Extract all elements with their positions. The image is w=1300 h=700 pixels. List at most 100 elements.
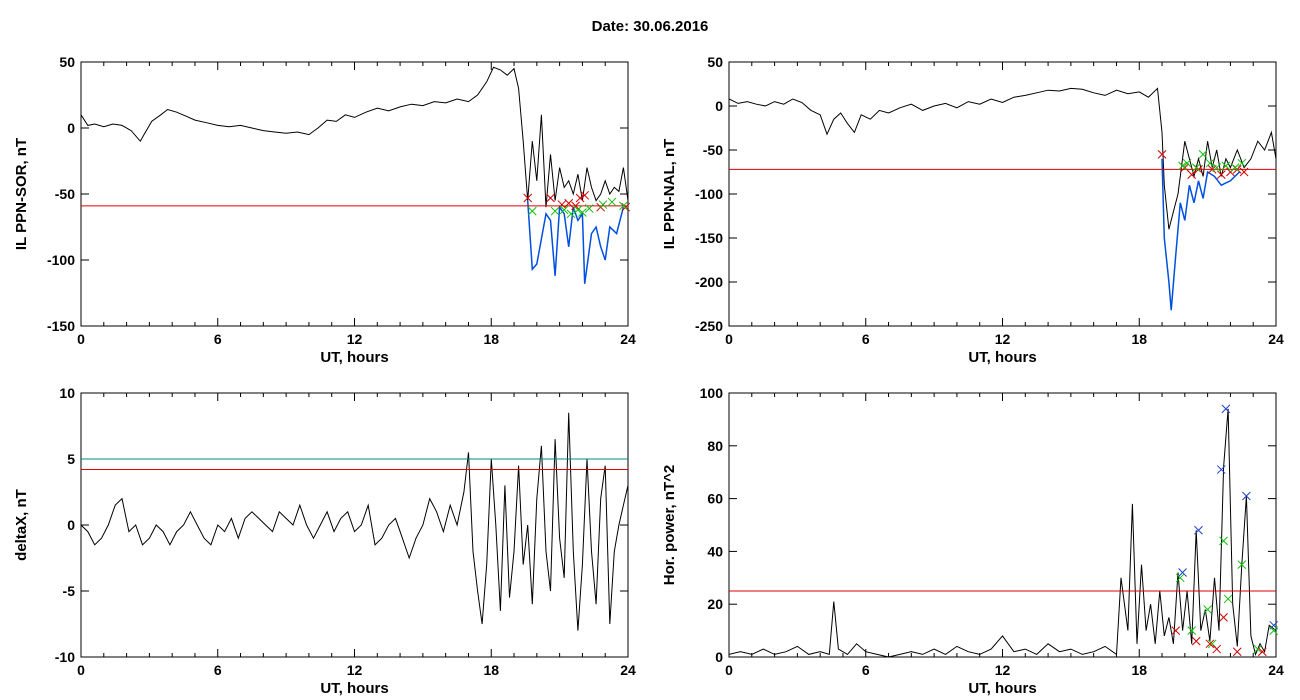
y-tick-label: -10 — [55, 649, 75, 665]
x-axis-label: UT, hours — [320, 349, 388, 366]
plot-panel-1: 0 6 12 18 24 -150 -100 -50 0 50 UT, hours IL PPN-SO… — [13, 54, 636, 366]
marker-green — [598, 200, 608, 209]
marker-green — [566, 209, 576, 219]
plot-frame — [80, 61, 629, 327]
y-tick-label: 60 — [707, 491, 723, 507]
marker-red — [1216, 170, 1226, 179]
marker-red — [1205, 639, 1215, 649]
marker-red — [1232, 647, 1242, 657]
y-axis-label: IL PPN-NAL, nT — [661, 139, 678, 250]
y-tick-label: 50 — [707, 54, 723, 70]
marker-green — [1191, 163, 1201, 172]
y-axis-label: IL PPN-SOR, nT — [13, 138, 30, 250]
marker-green — [1203, 605, 1212, 614]
series-line-black — [81, 412, 628, 631]
marker-blue — [1242, 491, 1251, 501]
marker-green — [1178, 161, 1187, 171]
plot-panel-3: 0 6 12 18 24 -10 -5 0 5 10 UT, hours deltaX, nT — [13, 385, 636, 697]
plot-frame — [80, 392, 629, 658]
marker-green — [1221, 161, 1231, 171]
marker-green — [1253, 644, 1263, 654]
marker-red — [580, 190, 590, 200]
x-tick-label: 24 — [620, 331, 636, 347]
marker-green — [1230, 163, 1240, 172]
marker-green — [1175, 573, 1185, 583]
marker-red — [1157, 150, 1167, 159]
marker-blue — [1221, 404, 1231, 414]
y-tick-label: 0 — [715, 98, 723, 114]
marker-green — [1207, 639, 1217, 649]
x-tick-label: 6 — [862, 662, 870, 678]
series-line-black — [729, 408, 1276, 657]
x-tick-label: 24 — [1268, 331, 1284, 347]
x-tick-label: 6 — [214, 331, 222, 347]
y-tick-label: -100 — [695, 186, 723, 202]
y-tick-label: 0 — [67, 120, 75, 136]
marker-red — [1187, 170, 1197, 179]
marker-green — [1237, 158, 1247, 168]
x-tick-label: 12 — [347, 662, 363, 678]
marker-green — [1205, 158, 1215, 168]
x-tick-label: 12 — [995, 662, 1011, 678]
marker-red — [546, 193, 555, 203]
y-tick-label: -100 — [47, 252, 75, 268]
y-tick-label: -150 — [47, 318, 75, 334]
series-line-blue — [1161, 158, 1241, 311]
y-axis-label: Hor. power, nT^2 — [661, 465, 678, 585]
marker-green — [1269, 626, 1279, 635]
marker-green — [1182, 158, 1192, 168]
x-tick-label: 0 — [77, 331, 85, 347]
x-tick-label: 24 — [620, 662, 636, 678]
x-tick-label: 12 — [995, 331, 1011, 347]
x-tick-label: 6 — [862, 331, 870, 347]
x-axis-label: UT, hours — [968, 349, 1036, 366]
y-tick-label: -200 — [695, 274, 723, 290]
marker-green — [619, 201, 628, 211]
marker-red — [557, 200, 567, 209]
x-tick-label: 6 — [214, 662, 222, 678]
plot-panel-2: 0 6 12 18 24 -250 -200 -150 -100 -50 0 50 UT, hours I… — [661, 54, 1284, 366]
marker-red — [571, 201, 580, 211]
y-tick-label: -250 — [695, 318, 723, 334]
marker-green — [1223, 594, 1233, 604]
marker-red — [1219, 613, 1228, 622]
marker-red — [1239, 167, 1249, 177]
plot-frame — [728, 61, 1277, 327]
marker-green — [1212, 163, 1222, 172]
plot-panel-4: 0 6 12 18 24 0 20 40 60 80 100 UT, hours Hor. power,… — [661, 385, 1284, 697]
marker-green — [559, 205, 569, 215]
marker-blue — [1178, 568, 1187, 577]
marker-red — [523, 193, 533, 203]
marker-red — [1207, 165, 1217, 174]
y-tick-label: 80 — [707, 438, 723, 454]
marker-red — [1191, 636, 1201, 646]
series-line-black — [729, 87, 1276, 230]
x-tick-label: 18 — [483, 331, 499, 347]
marker-green — [1187, 626, 1197, 635]
y-tick-label: 40 — [707, 543, 723, 559]
marker-red — [564, 198, 574, 208]
marker-green — [550, 206, 560, 216]
y-tick-label: 50 — [59, 54, 75, 70]
x-tick-label: 24 — [1268, 662, 1284, 678]
marker-green — [1219, 536, 1228, 546]
series-line-blue — [526, 200, 625, 284]
y-tick-label: -50 — [55, 186, 75, 202]
marker-blue — [1194, 525, 1203, 535]
marker-red — [1257, 647, 1267, 657]
marker-green — [527, 206, 537, 216]
marker-green — [584, 204, 594, 213]
y-tick-label: 20 — [707, 596, 723, 612]
marker-green — [1198, 150, 1208, 159]
y-tick-label: -5 — [63, 583, 76, 599]
marker-red — [1212, 644, 1222, 654]
x-axis-label: UT, hours — [968, 680, 1036, 697]
series-line-black — [81, 66, 628, 208]
y-tick-label: 100 — [700, 385, 724, 401]
y-tick-label: 10 — [59, 385, 75, 401]
x-tick-label: 0 — [77, 662, 85, 678]
marker-green — [573, 205, 583, 215]
marker-red — [1171, 626, 1181, 635]
y-tick-label: 5 — [67, 451, 75, 467]
